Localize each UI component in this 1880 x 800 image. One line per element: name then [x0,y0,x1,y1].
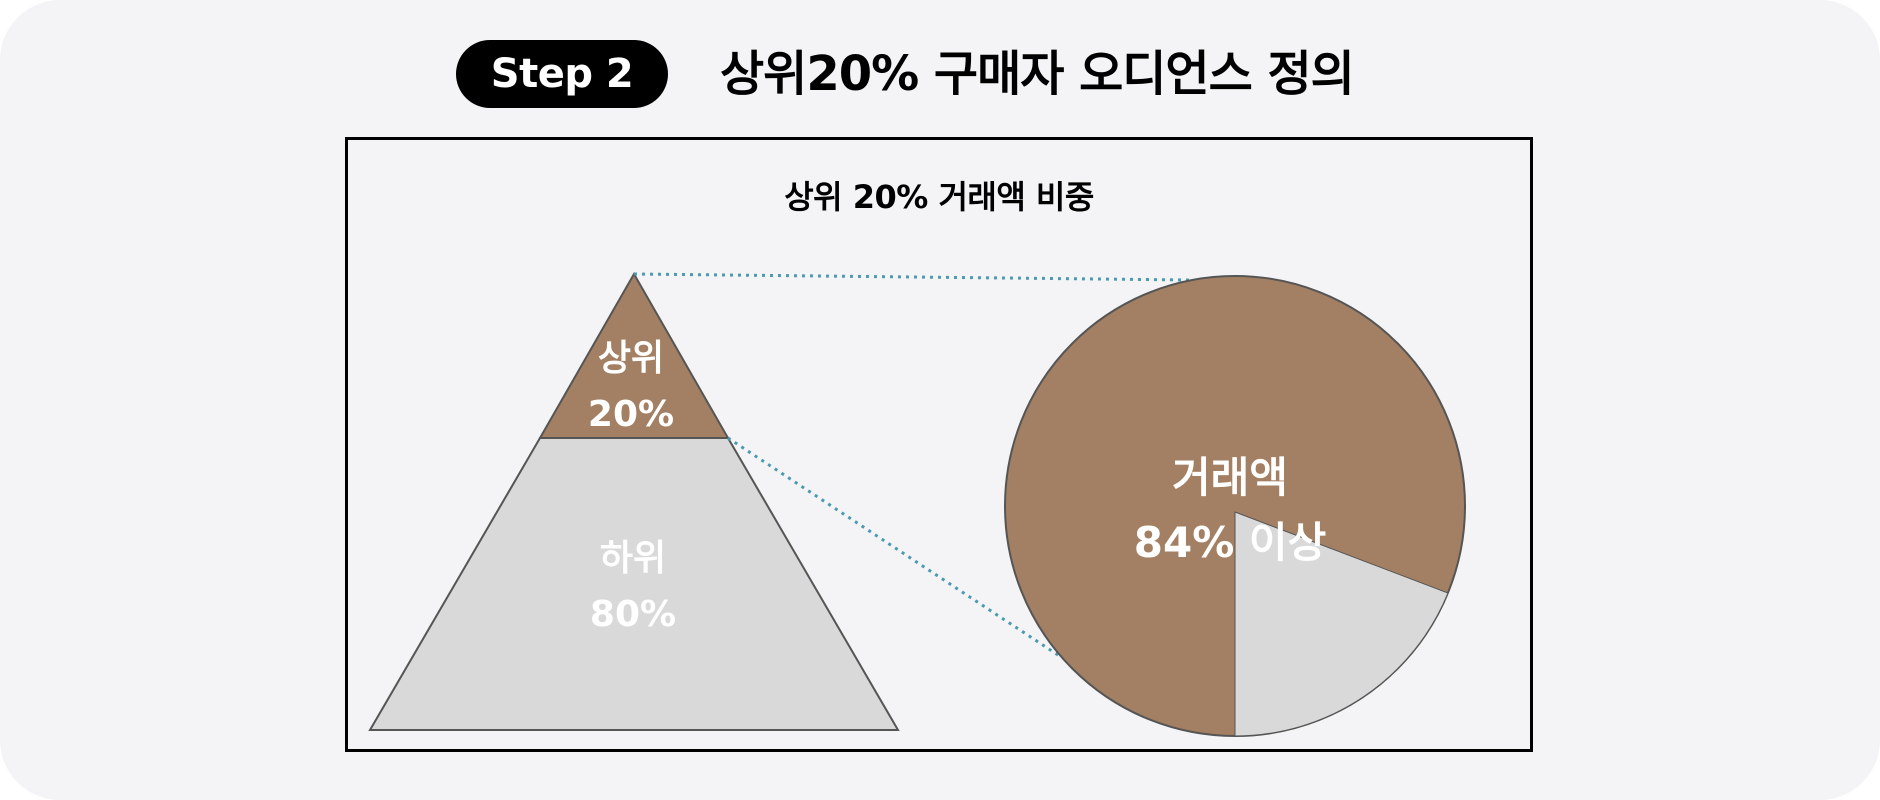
pyramid-bottom-label-line1: 하위 [600,538,666,579]
connector-line-bottom [727,436,1059,657]
pyramid-top-label-line2: 20% [588,394,674,435]
diagram-title: 상위 20% 거래액 비중 [784,178,1094,216]
pie-label-line1: 거래액 [1172,453,1288,502]
pie-label-line2: 84% 이상 [1134,518,1326,567]
pie-slice-remaining [1234,511,1449,737]
pyramid-bottom-label-line2: 80% [590,594,676,635]
pyramid-bottom-segment [368,437,900,731]
page-title: 상위20% 구매자 오디언스 정의 [720,46,1355,102]
connector-line-top [633,272,1191,282]
pyramid-top-segment [538,271,730,439]
pyramid-top-label-line1: 상위 [598,338,664,379]
step-badge: Step 2 [456,40,668,108]
